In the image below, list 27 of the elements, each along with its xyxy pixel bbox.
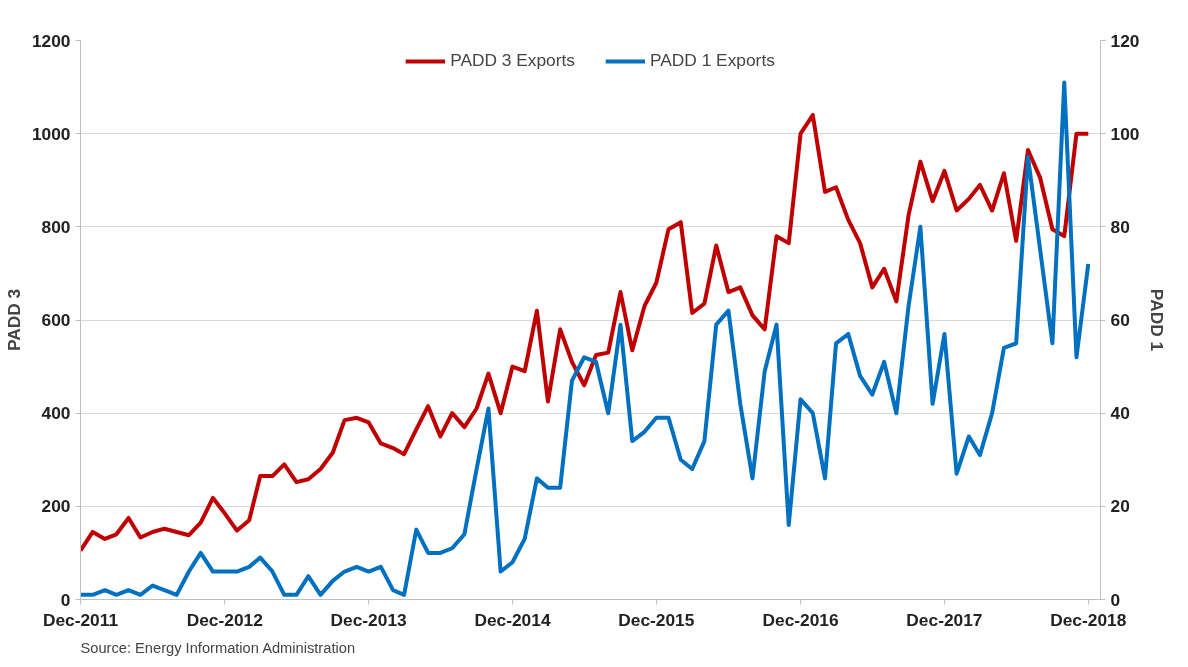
y2-tick-label: 100 bbox=[1110, 123, 1140, 144]
source-note: Source: Energy Information Administration bbox=[80, 639, 356, 656]
x-tick-label: Dec-2015 bbox=[618, 609, 695, 630]
y2-tick-label: 60 bbox=[1110, 310, 1130, 330]
legend-label: PADD 3 Exports bbox=[450, 50, 575, 71]
x-tick-label: Dec-2018 bbox=[1050, 609, 1127, 630]
y-tick-label: 0 bbox=[60, 589, 71, 610]
y2-tick-label: 80 bbox=[1110, 216, 1130, 237]
y-tick-label: 1200 bbox=[31, 30, 71, 51]
x-tick-label: Dec-2016 bbox=[762, 609, 839, 630]
legend-label: PADD 1 Exports bbox=[650, 50, 775, 71]
y2-tick-label: 40 bbox=[1110, 403, 1130, 424]
y-tick-label: 200 bbox=[41, 496, 71, 517]
x-tick-label: Dec-2014 bbox=[474, 609, 551, 630]
y-tick-label: 800 bbox=[41, 216, 71, 237]
y2-axis-title: PADD 1 bbox=[1147, 288, 1168, 352]
y-axis-title: PADD 3 bbox=[3, 288, 24, 352]
x-tick-label: Dec-2011 bbox=[42, 609, 119, 630]
x-tick-label: Dec-2012 bbox=[186, 609, 263, 630]
y-tick-label: 600 bbox=[41, 310, 71, 330]
y2-tick-label: 120 bbox=[1110, 30, 1140, 51]
y-tick-label: 400 bbox=[41, 403, 71, 424]
y2-tick-label: 0 bbox=[1110, 589, 1121, 610]
y-tick-label: 1000 bbox=[31, 123, 71, 144]
y2-tick-label: 20 bbox=[1110, 496, 1130, 517]
x-tick-label: Dec-2013 bbox=[330, 609, 408, 630]
x-tick-label: Dec-2017 bbox=[906, 609, 983, 630]
